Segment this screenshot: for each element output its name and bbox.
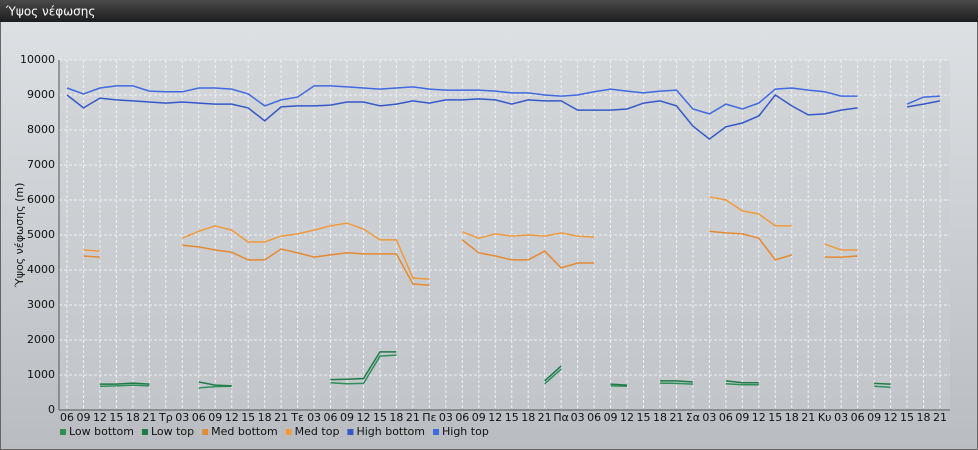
y-tick-label: 8000 [27,123,55,136]
x-tick-label: 09 [208,411,222,424]
x-tick-label: 09 [472,411,486,424]
x-tick-label: Πε [422,411,436,424]
x-tick-label: 21 [142,411,156,424]
series-line [83,196,858,280]
x-tick-label: 09 [76,411,90,424]
x-tick-label: 03 [702,411,716,424]
legend-label: Med top [295,425,340,438]
x-tick-label: 03 [307,411,321,424]
y-tick-label: 2000 [27,333,55,346]
x-tick-label: 12 [488,411,502,424]
y-tick-label: 0 [48,403,55,416]
legend-marker [347,429,354,435]
legend-label: Low top [151,425,194,438]
series-line [83,230,858,286]
x-tick-label: 15 [109,411,123,424]
legend-marker [433,429,439,435]
x-tick-label: 15 [637,411,651,424]
x-tick-label: 18 [389,411,403,424]
x-tick-label: 03 [439,411,453,424]
legend-marker [60,429,66,435]
x-tick-label: 06 [324,411,338,424]
x-tick-label: 06 [719,411,733,424]
x-tick-label: 06 [60,411,74,424]
y-tick-label: 9000 [27,88,55,101]
x-tick-label: 15 [241,411,255,424]
x-tick-label: 15 [768,411,782,424]
x-tick-label: 12 [93,411,107,424]
x-tick-label: 18 [653,411,667,424]
x-tick-label: 15 [505,411,519,424]
series-line [66,85,941,115]
x-tick-label: 06 [587,411,601,424]
legend-label: High bottom [356,425,425,438]
legend-marker [141,429,148,435]
x-tick-label: 03 [571,411,585,424]
x-tick-label: 18 [521,411,535,424]
x-tick-label: 21 [801,411,815,424]
grid [59,59,950,411]
x-tick-label: 18 [126,411,140,424]
y-tick-label: 6000 [27,193,55,206]
x-tick-label: 18 [917,411,931,424]
x-tick-label: 09 [867,411,881,424]
legend-marker [202,429,209,435]
x-tick-label: 21 [538,411,552,424]
x-tick-label: 21 [274,411,288,424]
x-tick-label: 12 [884,411,898,424]
y-tick-label: 3000 [27,298,55,311]
x-tick-label: 06 [851,411,865,424]
x-tick-label: 09 [604,411,618,424]
y-tick-label: 10000 [20,53,55,66]
x-tick-label: Τε [290,411,304,424]
x-tick-label: 18 [258,411,272,424]
y-tick-label: 1000 [27,368,55,381]
title-bar [0,0,978,22]
x-tick-label: 18 [785,411,799,424]
series-line [66,93,941,141]
x-tick-label: 12 [225,411,239,424]
x-tick-label: 21 [933,411,947,424]
x-tick-label: 06 [455,411,469,424]
marks [66,85,941,389]
x-tick-label: 21 [406,411,420,424]
x-tick-label: Κυ [818,411,832,424]
y-tick-label: 5000 [27,228,55,241]
x-tick-label: 03 [834,411,848,424]
x-tick-label: 12 [752,411,766,424]
x-tick-label: 21 [669,411,683,424]
x-tick-label: 06 [192,411,206,424]
legend-label: Med bottom [211,425,278,438]
x-tick-label: 09 [340,411,354,424]
legend-label: High top [442,425,489,438]
x-tick-label: Τρ [158,411,173,424]
series-line [99,354,891,389]
x-tick-label: Σα [686,411,700,424]
y-tick-label: 7000 [27,158,55,171]
x-tick-label: Πα [553,411,569,424]
x-tick-label: 12 [356,411,370,424]
x-tick-label: 12 [620,411,634,424]
y-axis-label: Ύψος νέφωσης (m) [13,183,26,289]
x-tick-label: 15 [373,411,387,424]
legend-label: Low bottom [69,425,134,438]
y-tick-label: 4000 [27,263,55,276]
chart-title: Ύψος νέφωσης [5,5,95,19]
series-line [99,351,891,387]
legend-marker [285,429,292,435]
x-tick-label: 03 [175,411,189,424]
x-tick-label: 09 [735,411,749,424]
x-tick-label: 15 [900,411,914,424]
